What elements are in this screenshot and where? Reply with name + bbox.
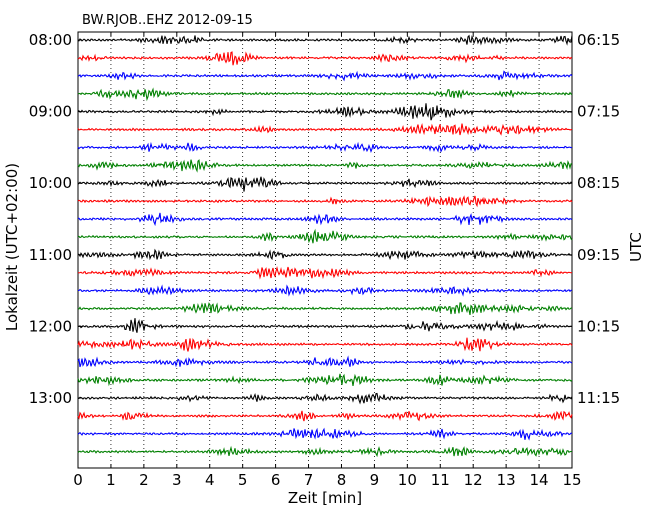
trace-line	[77, 410, 573, 422]
trace-line	[77, 392, 573, 405]
x-tick-label: 12	[464, 471, 483, 489]
trace-line	[77, 212, 573, 227]
y-tick-label-right: 08:15	[577, 174, 620, 192]
x-tick-label: 15	[562, 471, 581, 489]
trace-line	[77, 248, 573, 261]
y-tick-label-left: 09:00	[29, 103, 72, 121]
x-tick-label: 5	[238, 471, 248, 489]
trace-line	[77, 70, 573, 82]
trace-line	[77, 427, 573, 441]
x-axis-ticks: 0 1 2 3 4 5 6 7 8 9 10 11 12 13 14 15	[73, 32, 582, 489]
x-tick-label: 2	[139, 471, 149, 489]
trace-line	[77, 373, 573, 387]
trace-line	[77, 176, 573, 192]
trace-line	[77, 51, 573, 66]
trace-line	[77, 355, 573, 368]
y-tick-label-left: 10:00	[29, 174, 72, 192]
y-axis-left-title: Lokalzeit (UTC+02:00)	[3, 163, 21, 331]
x-tick-label: 14	[530, 471, 549, 489]
x-tick-label: 4	[205, 471, 215, 489]
trace-line	[77, 34, 573, 46]
x-tick-label: 6	[271, 471, 281, 489]
trace-line	[77, 87, 573, 102]
plot-frame	[77, 31, 573, 469]
x-tick-label: 9	[370, 471, 380, 489]
y-tick-label-left: 11:00	[29, 246, 72, 264]
trace-line	[77, 159, 573, 173]
trace-line	[77, 337, 573, 352]
x-tick-label: 3	[172, 471, 182, 489]
y-tick-label-right: 11:15	[577, 389, 620, 407]
y-axis-right-title: UTC	[627, 232, 645, 262]
trace-line	[77, 123, 573, 136]
y-tick-label-left: 12:00	[29, 317, 72, 335]
x-tick-label: 7	[304, 471, 314, 489]
chart-title: BW.RJOB..EHZ 2012-09-15	[82, 13, 253, 28]
x-axis-title: Zeit [min]	[288, 489, 362, 507]
y-tick-label-right: 10:15	[577, 317, 620, 335]
x-tick-label: 8	[337, 471, 347, 489]
y-tick-label-right: 09:15	[577, 246, 620, 264]
seismic-traces	[77, 34, 573, 458]
x-tick-label: 10	[398, 471, 417, 489]
x-tick-label: 1	[106, 471, 116, 489]
x-tick-label: 11	[431, 471, 450, 489]
trace-line	[77, 266, 573, 280]
y-tick-label-left: 13:00	[29, 389, 72, 407]
y-tick-label-left: 08:00	[29, 31, 72, 49]
y-axis-ticks: 08:00 06:15 09:00 07:15 10:00 08:15 11:00 09:15…	[29, 31, 620, 407]
trace-line	[77, 302, 573, 316]
y-tick-label-right: 06:15	[577, 31, 620, 49]
trace-line	[77, 284, 573, 297]
trace-line	[77, 228, 573, 244]
grid-lines	[110, 32, 540, 468]
trace-line	[77, 141, 573, 154]
trace-line	[77, 103, 573, 121]
y-tick-label-right: 07:15	[577, 103, 620, 121]
trace-line	[77, 445, 573, 458]
trace-line	[77, 318, 573, 333]
trace-line	[77, 195, 573, 208]
x-tick-label: 13	[497, 471, 516, 489]
x-tick-label: 0	[73, 471, 83, 489]
